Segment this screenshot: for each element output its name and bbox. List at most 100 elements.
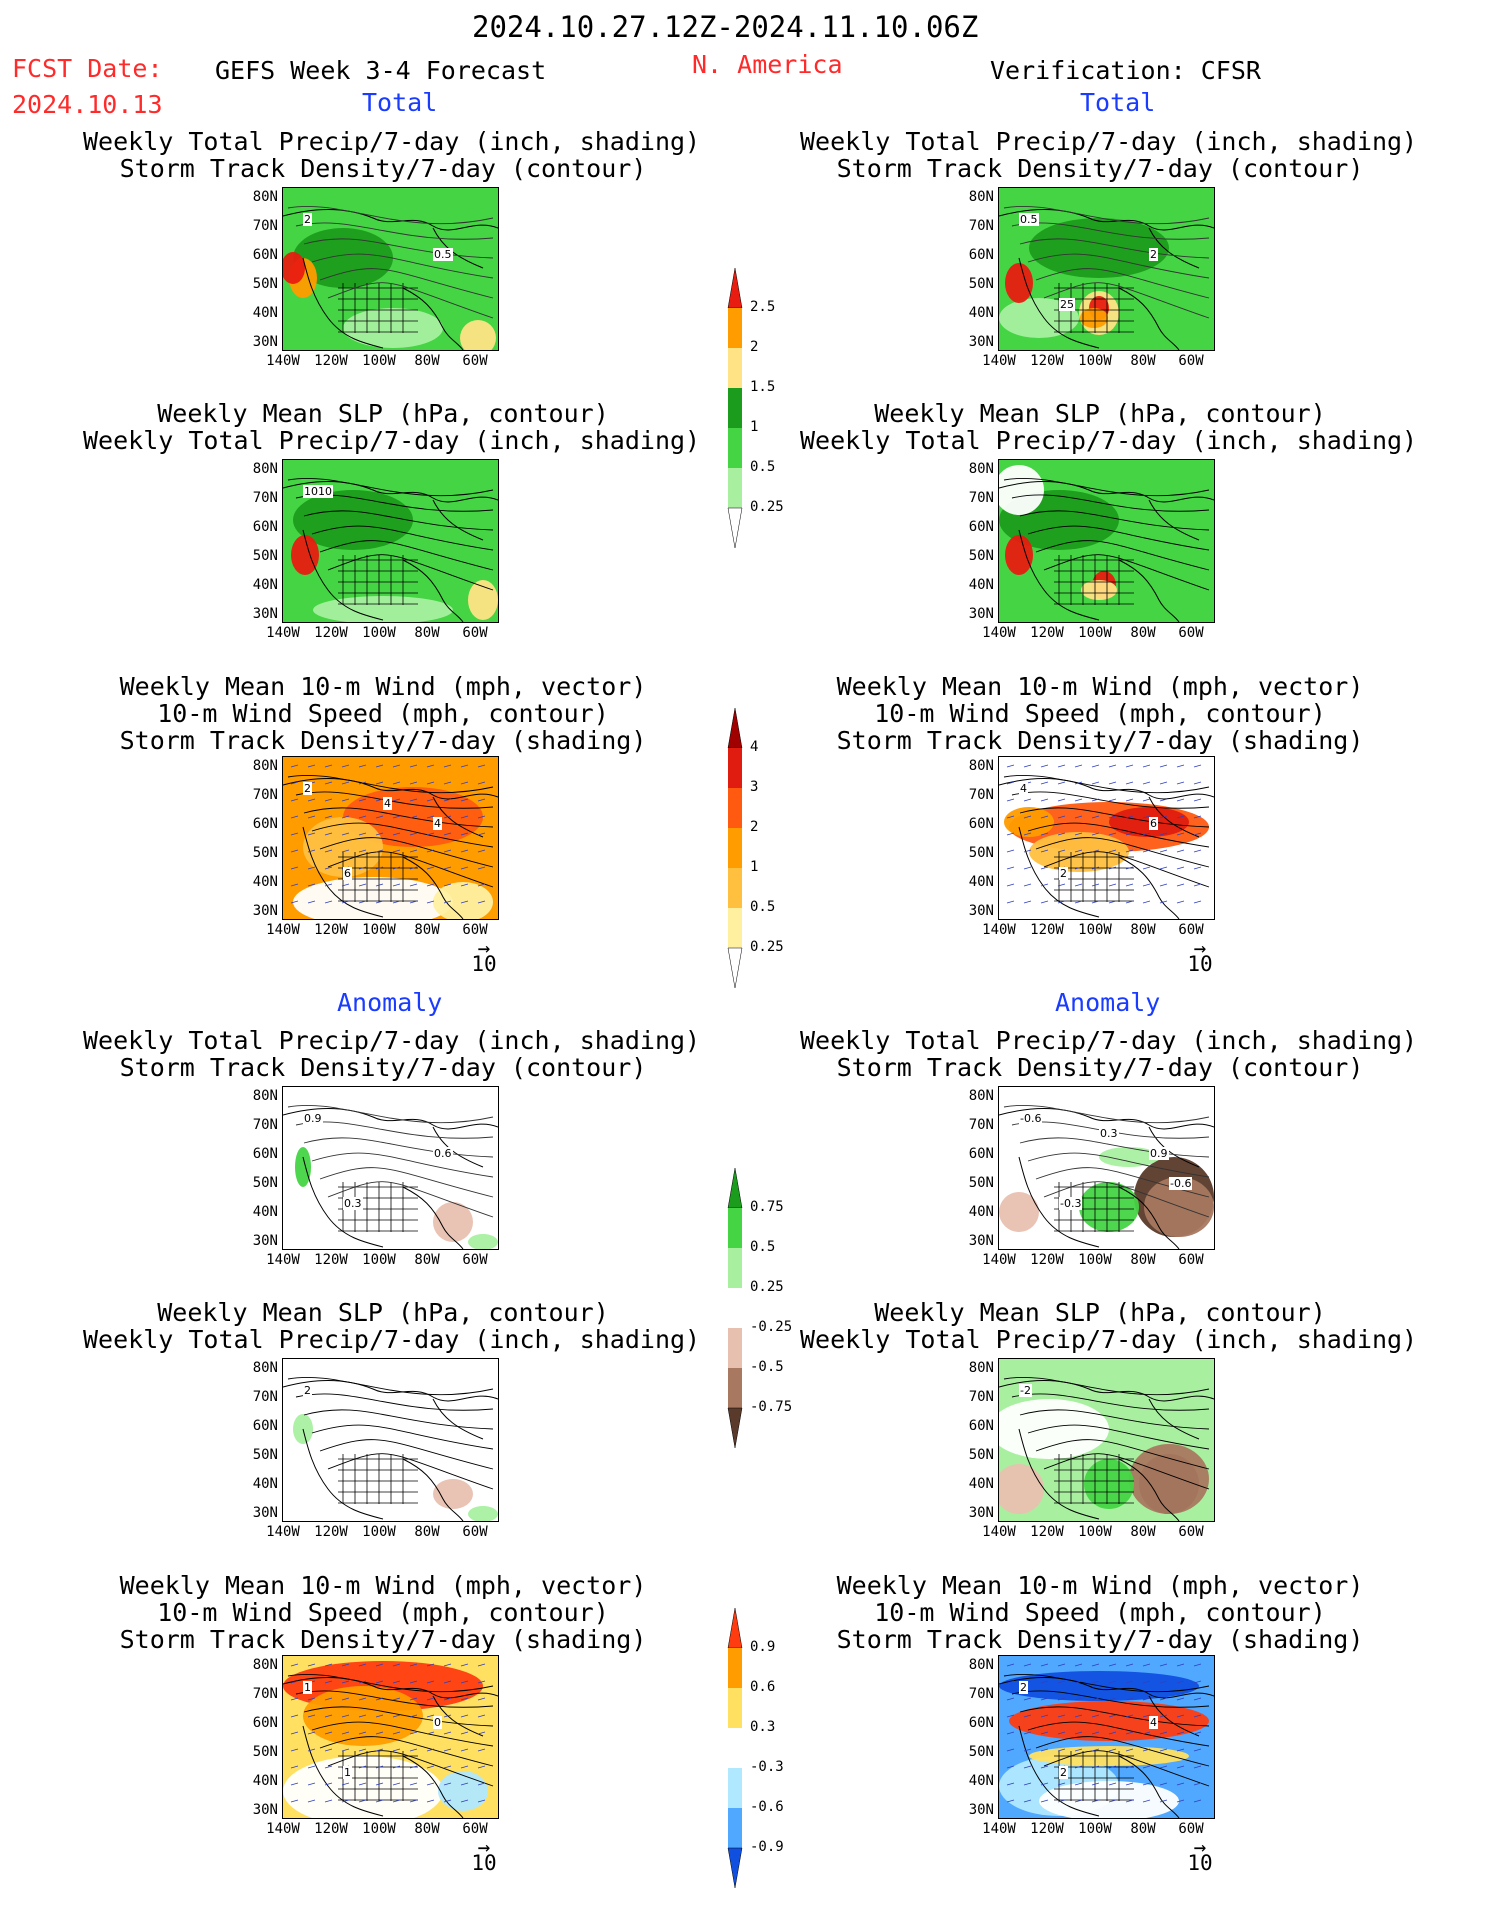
verification-title: Verification: CFSR: [990, 56, 1261, 85]
panel-forecast-5-title-line-1: Weekly Mean SLP (hPa, contour): [157, 1298, 609, 1327]
lat-label-panel-verification-4: 60N: [968, 1146, 994, 1162]
panel-forecast-1-title-line-1: Weekly Total Precip/7-day (inch, shading…: [83, 127, 701, 156]
lat-label-panel-forecast-6: 40N: [252, 1773, 278, 1789]
lon-label-panel-verification-4: 100W: [1078, 1252, 1112, 1268]
lat-label-panel-verification-2: 50N: [968, 548, 994, 564]
region-title: N. America: [692, 50, 843, 79]
shading-region: [999, 1399, 1109, 1459]
lon-label-panel-forecast-6: 60W: [462, 1821, 488, 1837]
panel-forecast-5-map: 2: [282, 1358, 499, 1522]
lat-label-panel-verification-6: 50N: [968, 1744, 994, 1760]
contour-label: 2: [303, 213, 312, 226]
colorbar-swatch: [727, 268, 743, 309]
shading-region: [313, 596, 453, 622]
contour-label: 0.3: [1099, 1127, 1119, 1140]
colorbar-label-storm_anom: -0.6: [750, 1799, 784, 1815]
panel-verification-3-vector-ref: 10: [1187, 952, 1213, 976]
colorbar-storm_total: [727, 708, 743, 989]
colorbar-swatch: [728, 788, 742, 828]
colorbar-label-storm_total: 3: [750, 779, 759, 795]
lat-label-panel-verification-5: 80N: [968, 1360, 994, 1376]
lon-label-panel-forecast-3: 60W: [462, 922, 488, 938]
state-borders: [338, 1751, 418, 1801]
panel-verification-2-title-line-2: Weekly Total Precip/7-day (inch, shading…: [800, 426, 1418, 455]
lon-label-panel-forecast-2: 120W: [314, 625, 348, 641]
contour-label: 2: [303, 782, 312, 795]
lat-label-panel-verification-1: 50N: [968, 276, 994, 292]
lat-label-panel-forecast-4: 80N: [252, 1088, 278, 1104]
panel-forecast-2-title-line-2: Weekly Total Precip/7-day (inch, shading…: [83, 426, 701, 455]
lon-label-panel-forecast-2: 100W: [362, 625, 396, 641]
panel-verification-2-title-line-1: Weekly Mean SLP (hPa, contour): [874, 399, 1326, 428]
state-borders: [1054, 555, 1134, 605]
lat-label-panel-forecast-5: 40N: [252, 1476, 278, 1492]
lat-label-panel-verification-6: 70N: [968, 1686, 994, 1702]
shading-region: [433, 1479, 473, 1509]
lat-label-panel-verification-3: 50N: [968, 845, 994, 861]
lat-label-panel-forecast-2: 30N: [252, 606, 278, 622]
lon-label-panel-forecast-6: 140W: [266, 1821, 300, 1837]
contour-label: 6: [343, 867, 352, 880]
lat-label-panel-forecast-4: 30N: [252, 1233, 278, 1249]
lon-label-panel-verification-5: 80W: [1130, 1524, 1156, 1540]
colorbar-swatch: [727, 1608, 743, 1649]
lat-label-panel-forecast-3: 40N: [252, 874, 278, 890]
contour-label: 0: [433, 1716, 442, 1729]
panel-verification-4-map: -0.6 0.9 -0.3 0.3 -0.6: [998, 1086, 1215, 1250]
lat-label-panel-forecast-3: 30N: [252, 903, 278, 919]
contour-label: 0.5: [433, 248, 453, 261]
colorbar-label-precip_total: 0.5: [750, 459, 776, 475]
lon-label-panel-verification-2: 140W: [982, 625, 1016, 641]
lat-label-panel-verification-4: 50N: [968, 1175, 994, 1191]
panel-verification-3-title-line-3: Storm Track Density/7-day (shading): [836, 726, 1364, 755]
colorbar-precip_total: [727, 268, 743, 549]
contour-label: 4: [433, 817, 442, 830]
shading-region: [1005, 263, 1033, 303]
colorbar-swatch: [728, 348, 742, 388]
panel-forecast-6-map: 1 0 1: [282, 1655, 499, 1819]
lat-label-panel-forecast-1: 70N: [252, 218, 278, 234]
state-borders: [1054, 1454, 1134, 1504]
lat-label-panel-forecast-6: 30N: [252, 1802, 278, 1818]
panel-verification-4-title-line-2: Storm Track Density/7-day (contour): [836, 1053, 1364, 1082]
contour-label: -0.6: [1169, 1177, 1193, 1190]
contour-label: 2: [303, 1384, 312, 1397]
contours: [287, 1673, 494, 1787]
panel-verification-3-vector-ref-arrow: →: [1193, 936, 1207, 960]
lon-label-panel-forecast-4: 140W: [266, 1252, 300, 1268]
panel-verification-6-title-line-3: Storm Track Density/7-day (shading): [836, 1625, 1364, 1654]
lat-label-panel-verification-4: 30N: [968, 1233, 994, 1249]
state-borders: [1054, 1182, 1134, 1232]
colorbar-swatch: [728, 908, 742, 948]
colorbar-swatch: [728, 308, 742, 348]
lat-label-panel-verification-6: 60N: [968, 1715, 994, 1731]
lat-label-panel-forecast-4: 50N: [252, 1175, 278, 1191]
contour-label: 2: [1059, 867, 1068, 880]
lat-label-panel-verification-4: 70N: [968, 1117, 994, 1133]
panel-verification-3-map: 4 6 2: [998, 756, 1215, 920]
lon-label-panel-verification-4: 120W: [1030, 1252, 1064, 1268]
colorbar-swatch: [727, 708, 743, 749]
section-total-verification: Total: [1080, 88, 1156, 117]
lon-label-panel-verification-4: 140W: [982, 1252, 1016, 1268]
lat-label-panel-verification-6: 40N: [968, 1773, 994, 1789]
fcst-date: 2024.10.13: [12, 90, 163, 119]
coastline: [283, 481, 498, 622]
panel-verification-2-map: [998, 459, 1215, 623]
lat-label-panel-verification-3: 40N: [968, 874, 994, 890]
lat-label-panel-forecast-6: 80N: [252, 1657, 278, 1673]
lon-label-panel-forecast-4: 100W: [362, 1252, 396, 1268]
colorbar-label-precip_anom: 0.5: [750, 1239, 776, 1255]
lat-label-panel-forecast-5: 50N: [252, 1447, 278, 1463]
lat-label-panel-verification-4: 80N: [968, 1088, 994, 1104]
contour-label: 0.6: [433, 1147, 453, 1160]
panel-forecast-6-title-line-1: Weekly Mean 10-m Wind (mph, vector): [119, 1571, 647, 1600]
shading-region: [293, 877, 453, 919]
lat-label-panel-verification-2: 60N: [968, 519, 994, 535]
panel-forecast-6-title-line-2: 10-m Wind Speed (mph, contour): [157, 1598, 609, 1627]
panel-forecast-2-map: 1010: [282, 459, 499, 623]
shading-region: [468, 580, 498, 620]
lat-label-panel-verification-1: 60N: [968, 247, 994, 263]
lon-label-panel-forecast-5: 60W: [462, 1524, 488, 1540]
shading-region: [1079, 1182, 1139, 1232]
